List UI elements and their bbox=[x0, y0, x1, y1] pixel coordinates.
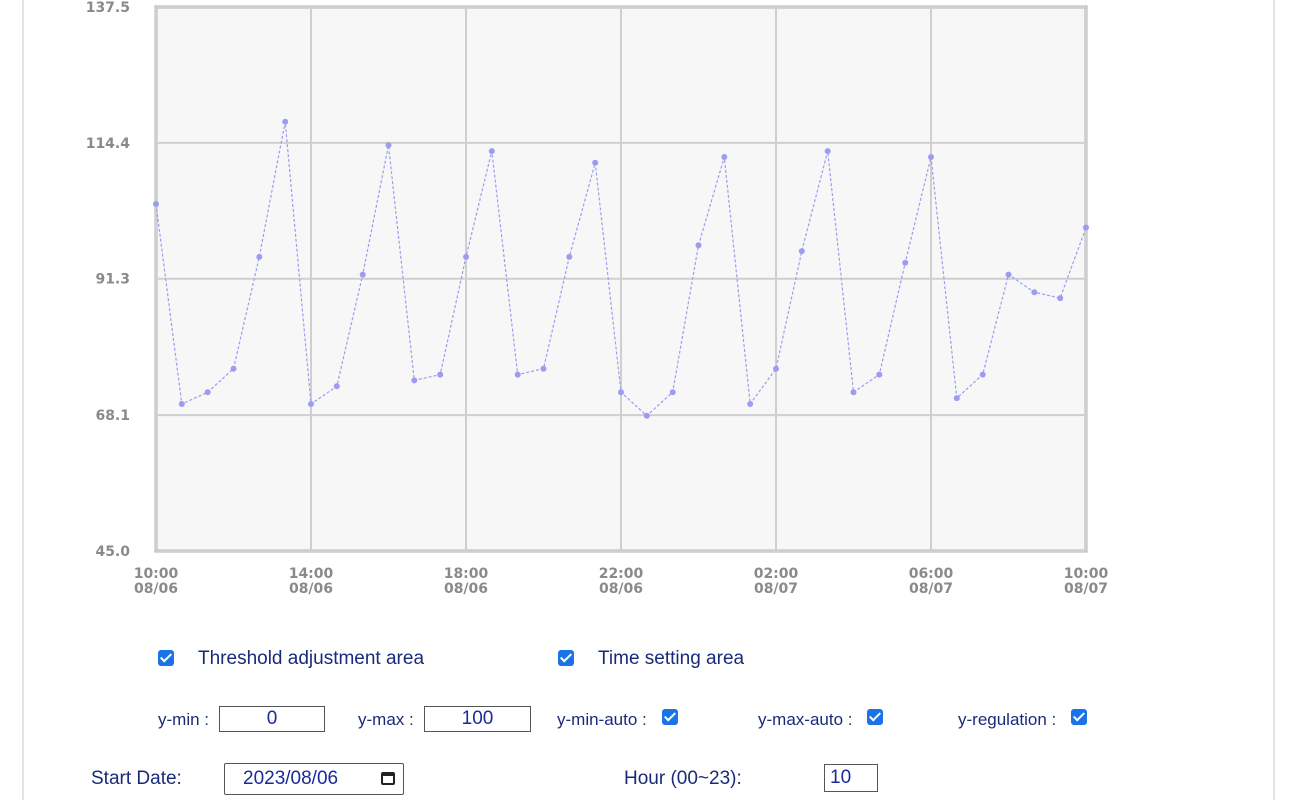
y-tick-label: 91.3 bbox=[95, 272, 130, 288]
data-point bbox=[953, 395, 960, 402]
page-frame-right bbox=[1273, 0, 1275, 800]
data-point bbox=[902, 259, 909, 266]
x-tick-date: 08/06 bbox=[444, 581, 488, 597]
data-point bbox=[928, 154, 934, 160]
x-axis: 10:0008/0614:0008/0618:0008/0622:0008/06… bbox=[134, 566, 1109, 597]
data-point bbox=[643, 412, 650, 419]
y-tick-label: 45.0 bbox=[95, 544, 130, 560]
data-point bbox=[385, 142, 392, 149]
ymin-input[interactable] bbox=[219, 706, 325, 732]
x-tick-date: 08/06 bbox=[134, 581, 178, 597]
data-point bbox=[411, 377, 418, 384]
ymin-auto-label: y-min-auto : bbox=[557, 710, 647, 729]
start-date-label: Start Date: bbox=[91, 768, 182, 789]
threshold-label: Threshold adjustment area bbox=[198, 648, 425, 669]
x-tick-date: 08/06 bbox=[289, 581, 333, 597]
data-point bbox=[230, 365, 237, 372]
y-tick-label: 137.5 bbox=[86, 0, 130, 16]
threshold-checkbox[interactable] bbox=[158, 650, 174, 666]
data-point bbox=[256, 253, 263, 260]
hour-label: Hour (00~23): bbox=[624, 768, 742, 789]
ymax-auto-label: y-max-auto : bbox=[758, 710, 853, 729]
data-point bbox=[308, 401, 314, 407]
start-date-value: 2023/08/06 bbox=[243, 768, 339, 789]
data-point bbox=[540, 365, 547, 372]
data-point bbox=[850, 389, 857, 396]
data-point bbox=[773, 365, 779, 372]
data-point bbox=[695, 242, 702, 249]
y-axis: 137.5 114.4 91.3 68.1 45.0 bbox=[86, 0, 131, 560]
yreg-checkbox[interactable] bbox=[1071, 709, 1087, 725]
data-point bbox=[566, 253, 573, 260]
data-point bbox=[282, 118, 289, 125]
ymax-auto-checkbox[interactable] bbox=[867, 709, 883, 725]
ymin-auto-checkbox[interactable] bbox=[662, 709, 678, 725]
data-point bbox=[1031, 289, 1038, 296]
data-point bbox=[1083, 224, 1089, 231]
yreg-label: y-regulation : bbox=[958, 710, 1057, 729]
data-point bbox=[1057, 295, 1064, 302]
x-tick-date: 08/07 bbox=[754, 581, 798, 597]
data-point bbox=[721, 154, 728, 160]
data-point bbox=[333, 383, 340, 390]
data-point bbox=[359, 271, 366, 278]
data-point bbox=[979, 371, 986, 378]
x-tick-date: 08/07 bbox=[1064, 581, 1108, 597]
data-point bbox=[437, 371, 444, 378]
start-date-input[interactable]: 2023/08/06 bbox=[224, 763, 404, 795]
x-tick-date: 08/07 bbox=[909, 581, 953, 597]
y-tick-label: 114.4 bbox=[86, 136, 131, 152]
data-point bbox=[592, 159, 599, 166]
calendar-icon[interactable] bbox=[381, 772, 395, 785]
data-point bbox=[824, 148, 831, 155]
y-tick-label: 68.1 bbox=[95, 408, 130, 424]
data-point bbox=[488, 148, 495, 155]
x-tick-time: 02:00 bbox=[754, 566, 799, 582]
data-point bbox=[204, 389, 211, 396]
page-frame-left bbox=[22, 0, 24, 800]
x-tick-time: 18:00 bbox=[444, 566, 489, 582]
ymax-input[interactable] bbox=[424, 706, 531, 732]
data-point bbox=[798, 248, 805, 255]
data-point bbox=[178, 401, 185, 407]
time-setting-checkbox[interactable] bbox=[558, 650, 574, 666]
x-tick-time: 22:00 bbox=[599, 566, 644, 582]
grid bbox=[155, 6, 1087, 552]
x-tick-time: 14:00 bbox=[289, 566, 334, 582]
hour-input[interactable] bbox=[824, 764, 878, 792]
data-point bbox=[153, 201, 159, 207]
series bbox=[153, 118, 1089, 419]
x-tick-date: 08/06 bbox=[599, 581, 643, 597]
ymax-label: y-max : bbox=[358, 710, 414, 729]
x-tick-time: 06:00 bbox=[909, 566, 954, 582]
data-point bbox=[1005, 271, 1012, 278]
x-tick-time: 10:00 bbox=[1064, 566, 1109, 582]
time-setting-label: Time setting area bbox=[598, 648, 745, 669]
data-point bbox=[747, 401, 754, 407]
x-tick-time: 10:00 bbox=[134, 566, 179, 582]
data-point bbox=[669, 389, 676, 396]
data-point bbox=[514, 371, 521, 378]
data-point bbox=[876, 371, 883, 378]
data-point bbox=[618, 389, 624, 396]
ymin-label: y-min : bbox=[158, 710, 209, 729]
data-point bbox=[463, 253, 469, 260]
